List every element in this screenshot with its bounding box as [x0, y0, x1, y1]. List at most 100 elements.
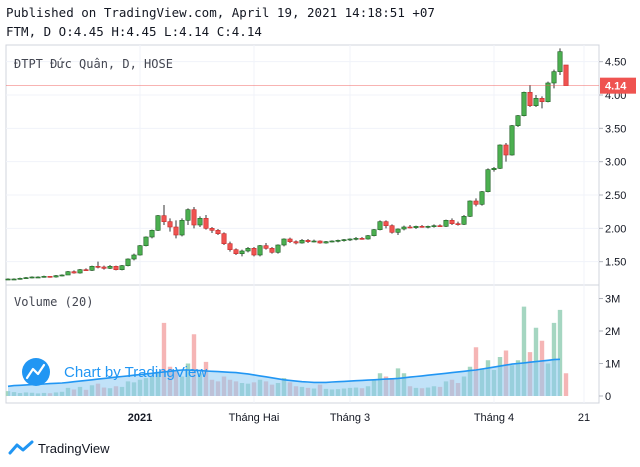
candle-body: [467, 200, 473, 217]
price-tick-label: 2.50: [605, 190, 626, 202]
grid-lines: [6, 45, 599, 403]
volume-ma: [7, 358, 561, 396]
candle-body: [275, 244, 281, 253]
candle-body: [23, 277, 29, 279]
candle-body: [461, 216, 467, 225]
candle-body: [53, 275, 59, 278]
candle-body: [71, 271, 77, 274]
candle-body: [125, 258, 131, 266]
candle-body: [143, 236, 149, 246]
candle-body: [377, 221, 383, 230]
candle-body: [131, 254, 137, 260]
candle-body: [215, 230, 221, 234]
volume-tick-label: 1M: [605, 359, 620, 371]
candle-body: [455, 223, 461, 225]
candle-body: [137, 245, 143, 256]
candle-body: [347, 238, 353, 241]
candle-body: [233, 249, 239, 254]
candle-body: [527, 92, 533, 106]
candle-body: [89, 266, 95, 271]
candle-body: [119, 265, 125, 270]
volume-ma-area: [8, 359, 560, 396]
candle-body: [521, 92, 527, 116]
volume-bar: [563, 373, 569, 396]
symbol-label: ĐTPT Đức Quân, D, HOSE: [14, 57, 173, 71]
candle-body: [173, 226, 179, 236]
time-tick-label: Tháng Hai: [229, 412, 280, 424]
price-tick-label: 3.00: [605, 157, 626, 169]
candle-body: [305, 240, 311, 242]
candle-body: [197, 218, 203, 226]
candle-body: [491, 168, 497, 170]
time-tick-label: 21: [578, 412, 590, 424]
candle-body: [167, 221, 173, 228]
candle-body: [257, 245, 263, 256]
candle-body: [5, 278, 11, 281]
candle-body: [149, 230, 155, 238]
candle-body: [443, 220, 449, 227]
candle-body: [509, 125, 515, 156]
candle-body: [95, 266, 101, 268]
volume-bar: [191, 334, 197, 396]
candle-body: [533, 98, 539, 106]
candle-body: [203, 218, 209, 229]
candle-body: [47, 276, 53, 278]
candle-body: [77, 269, 83, 274]
candle-body: [281, 238, 287, 246]
candle-body: [251, 248, 257, 256]
candle-body: [263, 245, 269, 249]
candle-body: [317, 240, 323, 244]
last-price-badge: [600, 77, 636, 94]
candle-body: [179, 220, 185, 236]
candle-body: [107, 266, 113, 269]
footer-brand-label: TradingView: [38, 440, 110, 456]
footer-brand[interactable]: TradingView: [8, 440, 110, 456]
price-tick-label: 1.50: [605, 257, 626, 269]
volume-tick-label: 3M: [605, 294, 620, 306]
candle-body: [41, 276, 47, 278]
candle-body: [239, 250, 245, 254]
candle-body: [539, 98, 545, 102]
candle-body: [227, 243, 233, 250]
candle-body: [425, 226, 431, 228]
candle-body: [419, 226, 425, 228]
price-tick-label: 2.00: [605, 223, 626, 235]
candle-body: [383, 221, 389, 226]
volume-bar: [521, 306, 527, 396]
candle-body: [353, 238, 359, 240]
candle-body: [221, 233, 227, 244]
time-tick-label: Tháng 3: [330, 412, 370, 424]
candle-body: [335, 240, 341, 242]
candle-body: [515, 115, 521, 126]
candle-body: [449, 220, 455, 224]
candle-body: [437, 225, 443, 227]
watermark-text: Chart by TradingView: [64, 364, 207, 381]
candle-body: [155, 215, 161, 231]
price-tick-label: 4.50: [605, 57, 626, 69]
candle-body: [35, 276, 41, 279]
candle-body: [161, 215, 167, 222]
candle-body: [311, 240, 317, 243]
candle-body: [365, 235, 371, 240]
candle-body: [431, 225, 437, 227]
ohlc-readout: FTM, D O:4.45 H:4.45 L:4.14 C:4.14: [6, 24, 262, 39]
candle-body: [545, 82, 551, 102]
candle-body: [287, 238, 293, 242]
candle-body: [407, 226, 413, 229]
candle-body: [293, 241, 299, 244]
price-pane-frame: [5, 44, 600, 286]
candle-body: [503, 144, 509, 156]
candle-body: [557, 51, 563, 72]
candle-body: [323, 241, 329, 244]
publish-info: Published on TradingView.com, April 19, …: [6, 5, 435, 20]
candles: [5, 48, 569, 281]
volume-tick-label: 2M: [605, 326, 620, 338]
candle-body: [401, 226, 407, 230]
candle-body: [371, 229, 377, 236]
candle-body: [11, 278, 17, 281]
candle-body: [245, 248, 251, 252]
time-tick-label: Tháng 4: [474, 412, 514, 424]
candle-body: [299, 240, 305, 244]
time-tick-label: 2021: [128, 412, 152, 424]
